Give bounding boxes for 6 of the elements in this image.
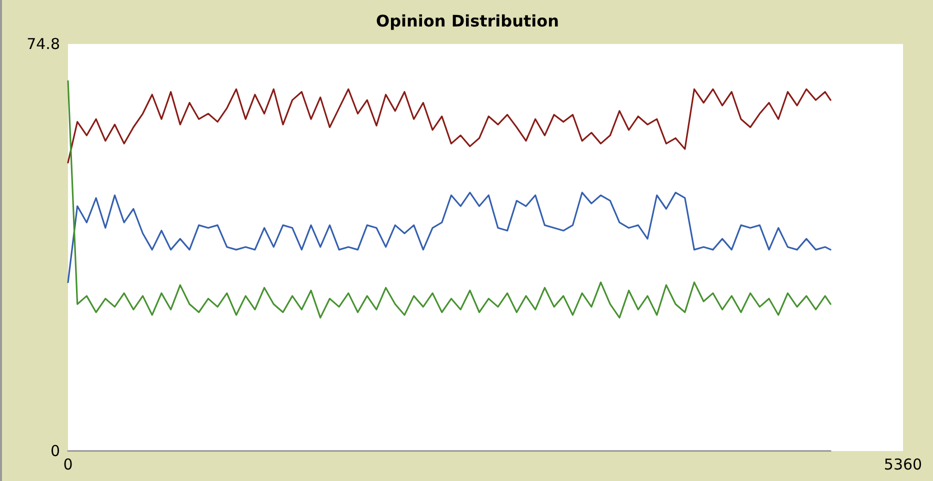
line-series — [67, 80, 832, 318]
x-tick-label: 5360 — [884, 456, 922, 474]
y-tick-label: 74.8 — [26, 35, 60, 53]
chart-title: Opinion Distribution — [376, 12, 560, 30]
line-series — [67, 88, 832, 164]
line-series — [67, 192, 832, 284]
